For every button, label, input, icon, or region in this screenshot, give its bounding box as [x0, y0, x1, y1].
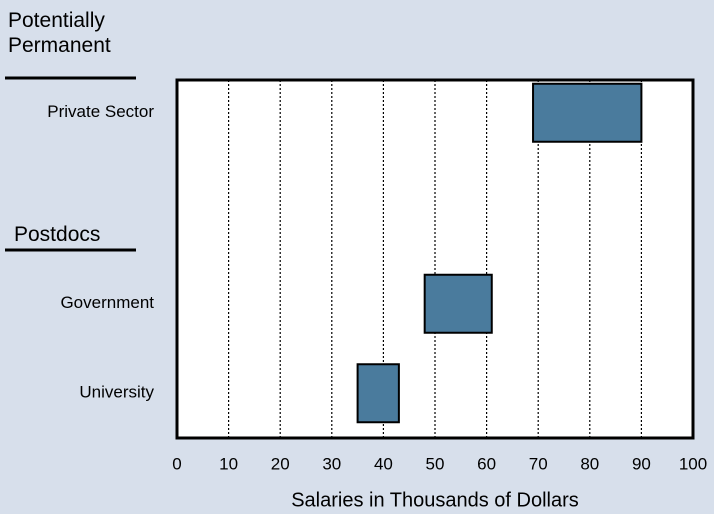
x-tick-label: 70 [529, 454, 548, 473]
x-tick-label: 20 [271, 454, 290, 473]
group-label: Potentially Permanent [8, 9, 111, 57]
bar [356, 363, 400, 424]
group-label: Postdocs [14, 223, 101, 246]
x-tick-label: 30 [322, 454, 341, 473]
x-axis-label: Salaries in Thousands of Dollars [291, 489, 579, 511]
x-tick-label: 100 [679, 454, 707, 473]
plot-frame [175, 78, 695, 440]
y-tick-label: University [79, 383, 154, 402]
x-tick-label: 80 [580, 454, 599, 473]
x-tick-label: 60 [477, 454, 496, 473]
y-tick-label: Government [60, 293, 154, 312]
x-tick-label: 10 [219, 454, 238, 473]
x-tick-label: 0 [172, 454, 181, 473]
y-tick-label: Private Sector [47, 102, 154, 121]
x-tick-label: 90 [632, 454, 651, 473]
bar [532, 82, 643, 143]
bar [423, 273, 493, 334]
x-tick-label: 50 [426, 454, 445, 473]
x-tick-label: 40 [374, 454, 393, 473]
